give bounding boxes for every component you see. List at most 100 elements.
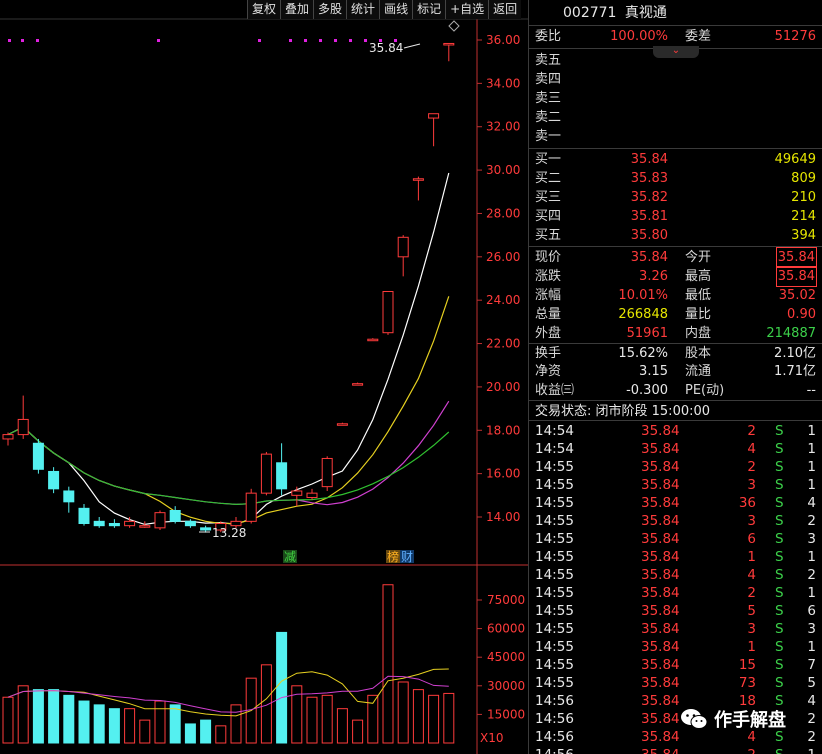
tick-row: 14:55 35.84 6 S 3 bbox=[529, 530, 822, 548]
quote-label: 涨跌 bbox=[535, 269, 562, 284]
tick-t: 14:56 bbox=[535, 711, 574, 727]
quote-label: 总量 bbox=[535, 307, 562, 322]
bid-volume: 214 bbox=[791, 209, 816, 224]
toolbar-button-7[interactable]: 返回 bbox=[488, 0, 522, 19]
tick-s: S bbox=[775, 585, 784, 601]
tick-v: 6 bbox=[747, 531, 756, 547]
volume-bar bbox=[48, 689, 60, 744]
tick-p: 35.84 bbox=[641, 495, 680, 511]
tick-n: 4 bbox=[807, 693, 816, 709]
tick-v: 2 bbox=[747, 746, 756, 754]
tick-s: S bbox=[775, 549, 784, 565]
candle-body bbox=[336, 423, 348, 426]
bid-label: 买二 bbox=[535, 171, 562, 186]
tick-row: 14:55 35.84 5 S 6 bbox=[529, 602, 822, 620]
tick-p: 35.84 bbox=[641, 585, 680, 601]
quote-value: 1.71亿 bbox=[774, 364, 816, 379]
toolbar-button-1[interactable]: 叠加 bbox=[280, 0, 314, 19]
quote-row: 涨跌 3.26 最高 35.84 bbox=[529, 266, 822, 287]
wechat-icon bbox=[681, 709, 708, 729]
signal-dot bbox=[157, 39, 160, 42]
tick-s: S bbox=[775, 621, 784, 637]
tick-t: 14:55 bbox=[535, 657, 574, 673]
quote-row: 换手 15.62% 股本 2.10亿 bbox=[529, 343, 822, 362]
tick-p: 35.84 bbox=[641, 549, 680, 565]
tick-n: 1 bbox=[807, 477, 816, 493]
stock-name: 真视通 bbox=[624, 5, 667, 21]
volume-bar bbox=[276, 631, 288, 744]
quote-label: 外盘 bbox=[535, 326, 562, 341]
price-tick-label: 20.00 bbox=[486, 380, 520, 394]
volume-bar bbox=[291, 685, 303, 744]
quote-value: 2.10亿 bbox=[774, 346, 816, 361]
tick-t: 14:56 bbox=[535, 746, 574, 754]
signal-dot bbox=[334, 39, 337, 42]
commission-ratio-value: 100.00% bbox=[610, 29, 668, 44]
volume-bar bbox=[32, 689, 44, 744]
kline-chart-area[interactable]: 36.00 34.00 32.00 30.00 28.00 26.00 24.00 22.00… bbox=[0, 0, 528, 754]
tick-v: 4 bbox=[747, 441, 756, 457]
candle-body bbox=[200, 527, 212, 531]
tick-p: 35.84 bbox=[641, 531, 680, 547]
signal-dot bbox=[394, 39, 397, 42]
tick-row: 14:56 35.84 18 S 4 bbox=[529, 692, 822, 710]
volume-ma5-line bbox=[7, 668, 449, 717]
commission-row: 委比 100.00% 委差 51276 bbox=[529, 27, 822, 46]
kline-chart[interactable]: 36.00 34.00 32.00 30.00 28.00 26.00 24.00 22.00… bbox=[0, 0, 528, 754]
tick-v: 36 bbox=[738, 495, 756, 511]
candle-body bbox=[352, 383, 364, 386]
volume-bar bbox=[124, 708, 136, 744]
tick-p: 35.84 bbox=[641, 477, 680, 493]
collapse-chevron-icon[interactable]: ⌄ bbox=[653, 46, 699, 58]
toolbar-button-2[interactable]: 多股 bbox=[313, 0, 347, 19]
volume-bar bbox=[78, 700, 90, 744]
signal-dot bbox=[349, 39, 352, 42]
tick-n: 2 bbox=[807, 711, 816, 727]
volume-bar bbox=[184, 723, 196, 744]
marker-bang: 榜 bbox=[387, 549, 399, 564]
signal-dot bbox=[36, 39, 39, 42]
tick-v: 18 bbox=[738, 693, 756, 709]
tick-v: 2 bbox=[747, 585, 756, 601]
tick-p: 35.84 bbox=[641, 603, 680, 619]
volume-bar bbox=[169, 704, 181, 744]
price-tick-label: 24.00 bbox=[486, 293, 520, 307]
volume-bar bbox=[200, 719, 212, 744]
toolbar-button-3[interactable]: 统计 bbox=[346, 0, 380, 19]
candle-body bbox=[215, 523, 227, 531]
tick-list[interactable]: 14:54 35.84 2 S 1 14:54 35.84 4 S 1 14:55 35.84 2 S 1 1… bbox=[529, 421, 822, 754]
tick-v: 15 bbox=[738, 657, 756, 673]
quote-value: -0.300 bbox=[626, 383, 668, 398]
candle-body bbox=[93, 520, 105, 527]
quote-value: -- bbox=[806, 383, 816, 398]
tick-n: 2 bbox=[807, 567, 816, 583]
marker-cai-bg bbox=[400, 550, 414, 563]
tick-t: 14:56 bbox=[535, 693, 574, 709]
toolbar-button-5[interactable]: 标记 bbox=[412, 0, 446, 19]
bid-price: 35.80 bbox=[630, 228, 668, 243]
quote-label: 量比 bbox=[685, 307, 712, 322]
toolbar-button-0[interactable]: 复权 bbox=[247, 0, 281, 19]
signal-dot bbox=[304, 39, 307, 42]
candle-body bbox=[154, 512, 166, 529]
tick-s: S bbox=[775, 495, 784, 511]
tick-n: 1 bbox=[807, 423, 816, 439]
candle-body bbox=[32, 442, 44, 470]
toolbar-button-6[interactable]: +自选 bbox=[445, 0, 489, 19]
ask-row: 卖三 bbox=[529, 89, 822, 108]
tick-row: 14:55 35.84 4 S 2 bbox=[529, 566, 822, 584]
tick-t: 14:55 bbox=[535, 477, 574, 493]
tick-row: 14:55 35.84 15 S 7 bbox=[529, 656, 822, 674]
tick-p: 35.84 bbox=[641, 567, 680, 583]
volume-bar bbox=[93, 704, 105, 744]
toolbar-button-4[interactable]: 画线 bbox=[379, 0, 413, 19]
low-price-label: 13.28 bbox=[212, 526, 246, 540]
bid-price: 35.82 bbox=[630, 190, 668, 205]
quote-value: 35.84 bbox=[775, 247, 818, 268]
volume-bar bbox=[352, 719, 364, 744]
candle-body bbox=[139, 525, 151, 528]
tick-row: 14:56 35.84 2 S 1 bbox=[529, 746, 822, 754]
tick-t: 14:55 bbox=[535, 621, 574, 637]
volume-tick-label: 75000 bbox=[487, 593, 525, 607]
tick-s: S bbox=[775, 477, 784, 493]
